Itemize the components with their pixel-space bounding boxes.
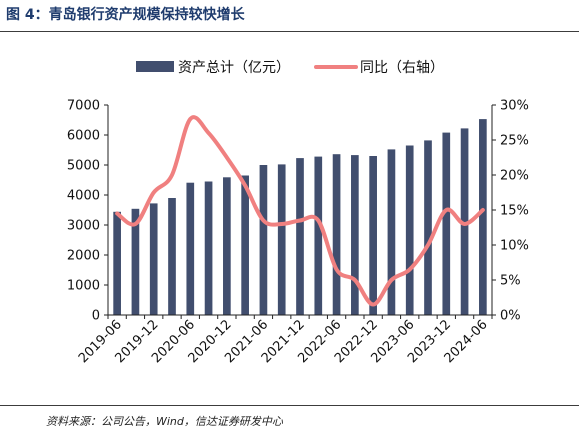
- legend-label-yoy: 同比（右轴）: [360, 60, 444, 76]
- right-tick-label: 30%: [500, 99, 529, 114]
- right-tick-label: 0%: [500, 309, 521, 324]
- legend-swatch-assets: [136, 61, 174, 72]
- yoy-line-layer: [115, 115, 485, 307]
- bar-2020-06: [186, 182, 195, 315]
- bar-2022-09: [351, 155, 359, 315]
- right-tick-label: 25%: [500, 134, 529, 149]
- left-tick-label: 2000: [67, 249, 100, 264]
- bar-2023-03: [387, 149, 396, 315]
- source-divider: [0, 405, 579, 406]
- bar-2022-12: [369, 156, 377, 315]
- left-tick-label: 5000: [67, 159, 100, 174]
- title-divider: [0, 31, 579, 32]
- left-tick-label: 3000: [67, 219, 100, 234]
- bar-2021-09: [277, 164, 286, 315]
- bar-2019-12: [149, 203, 158, 315]
- right-tick-label: 15%: [500, 204, 529, 219]
- right-tick-label: 20%: [500, 169, 529, 184]
- right-tick-label: 5%: [500, 274, 521, 289]
- source-note: 资料来源：公司公告，Wind，信达证券研发中心: [46, 415, 283, 428]
- right-tick-label: 10%: [500, 239, 529, 254]
- bar-2024-03: [460, 128, 469, 315]
- bar-2021-03: [241, 175, 249, 315]
- left-tick-label: 0: [92, 309, 100, 324]
- bar-2020-12: [223, 177, 231, 315]
- bar-2020-09: [204, 181, 213, 315]
- bar-2022-06: [332, 154, 341, 315]
- left-tick-label: 1000: [67, 279, 100, 294]
- legend-label-assets: 资产总计（亿元）: [178, 60, 290, 76]
- bar-2023-09: [424, 140, 432, 315]
- bar-2021-06: [259, 165, 268, 315]
- bar-2019-09: [131, 208, 140, 315]
- yoy-line: [115, 115, 485, 307]
- bar-2021-12: [296, 158, 304, 315]
- left-tick-label: 4000: [67, 189, 100, 204]
- bar-2019-06: [113, 211, 121, 315]
- legend: 资产总计（亿元） 同比（右轴）: [136, 60, 444, 76]
- bar-2023-06: [405, 145, 414, 315]
- left-tick-label: 6000: [67, 129, 100, 144]
- bar-2023-12: [442, 132, 451, 315]
- bar-2020-03: [168, 198, 176, 315]
- figure-title: 图 4：青岛银行资产规模保持较快增长: [6, 7, 245, 23]
- left-tick-label: 7000: [67, 99, 100, 114]
- asset-bars: [113, 119, 487, 315]
- asset-growth-chart: 资产总计（亿元） 同比（右轴） 0 1000 2000 3000 4000 5000 600…: [67, 60, 529, 366]
- bar-2024-06: [479, 119, 487, 315]
- bar-2022-03: [314, 156, 323, 315]
